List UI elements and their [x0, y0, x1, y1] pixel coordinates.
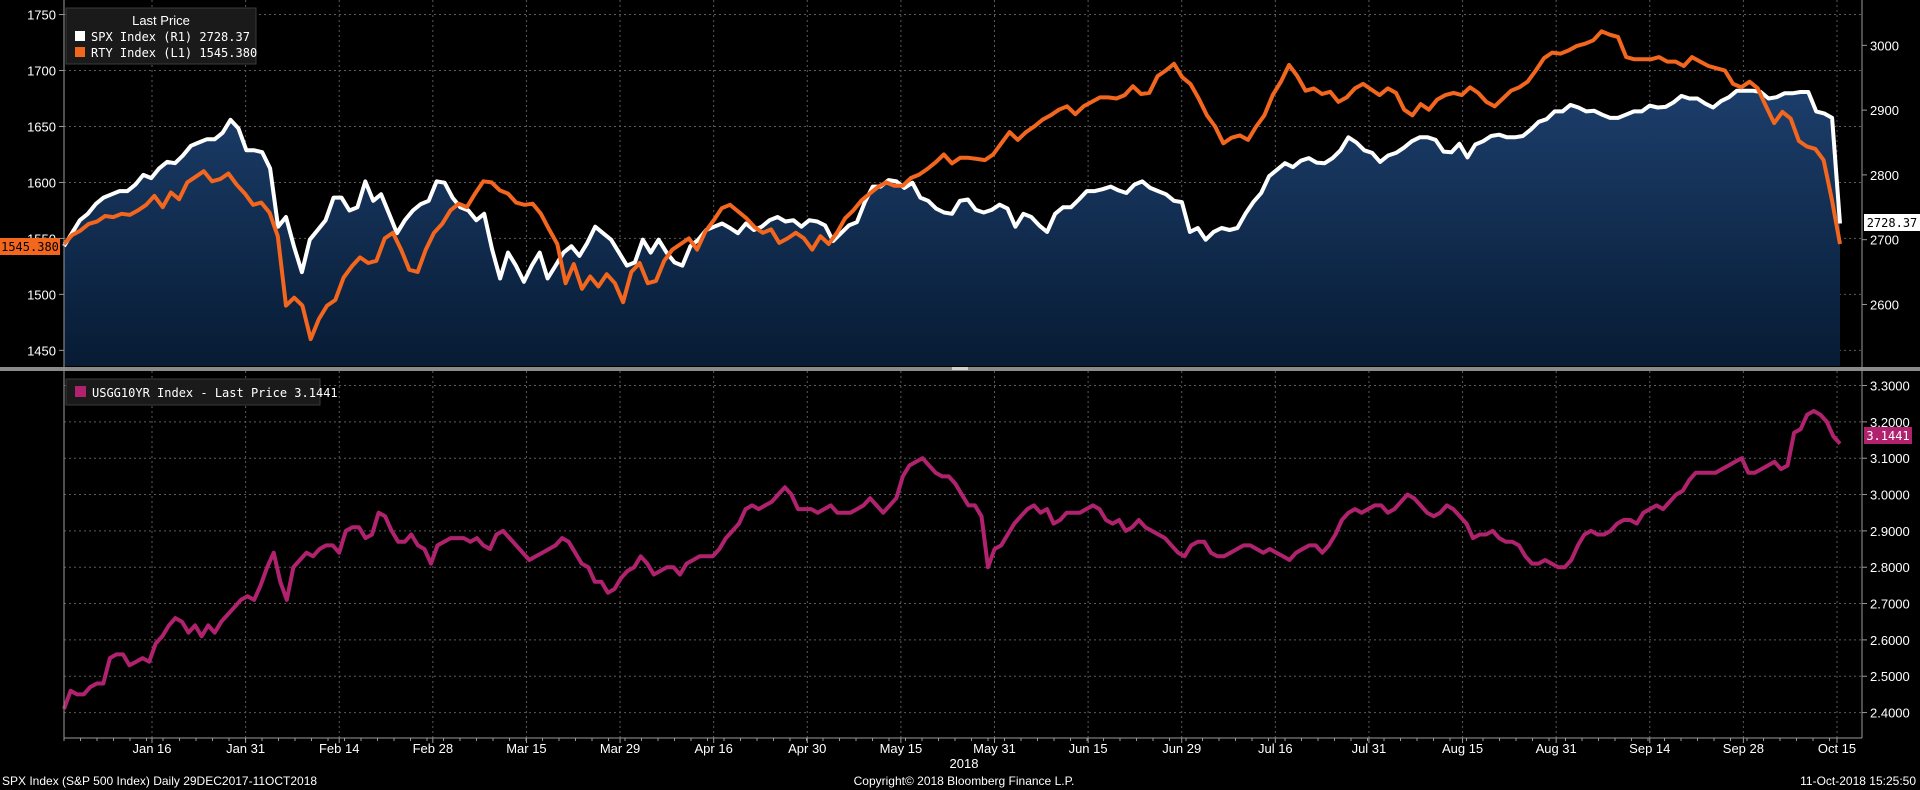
spx-last-badge-text: 2728.37	[1867, 216, 1918, 230]
right-tick-label: 3000	[1870, 38, 1899, 53]
x-tick-label: Jun 29	[1162, 741, 1201, 756]
left-tick-label: 1450	[27, 343, 56, 358]
right-tick-label: 3.1000	[1870, 451, 1910, 466]
right-tick-label: 2.9000	[1870, 524, 1910, 539]
x-tick-label: Jul 16	[1258, 741, 1293, 756]
right-tick-label: 2.5000	[1870, 669, 1910, 684]
right-tick-label: 2600	[1870, 297, 1899, 312]
usgg-legend-label: USGG10YR Index - Last Price 3.1441	[92, 386, 338, 400]
right-tick-label: 3.0000	[1870, 488, 1910, 503]
footer-security-description: SPX Index (S&P 500 Index) Daily 29DEC201…	[2, 774, 317, 788]
spx-last-badge-box	[1864, 214, 1920, 231]
usgg-series-line	[62, 409, 1842, 710]
right-tick-label: 2700	[1870, 233, 1899, 248]
usgg-last-badge: 3.1441	[1864, 427, 1912, 444]
left-tick-label: 1500	[27, 287, 56, 302]
spx-legend-label: SPX Index (R1) 2728.37	[91, 30, 250, 44]
x-tick-label: Mar 15	[506, 741, 546, 756]
rty-last-badge-box	[0, 238, 60, 255]
right-tick-label: 2.8000	[1870, 560, 1910, 575]
usgg-last-badge-text: 3.1441	[1866, 429, 1909, 443]
rty-series-line	[62, 29, 1842, 342]
right-tick-label: 2.4000	[1870, 706, 1910, 721]
left-axis-ticks: 1450150015501600165017001750	[27, 8, 64, 358]
right-axis-ticks-lower: 2.4000 2.5000 2.6000 2.7000 2.8000 2.9000 3.00…	[1862, 379, 1910, 721]
left-tick-label: 1600	[27, 175, 56, 190]
x-tick-label: Sep 14	[1629, 741, 1670, 756]
right-tick-label: 3.2000	[1870, 415, 1910, 430]
x-axis-ticks: Jan 16 Jan 31 Feb 14 Feb 28 Mar 15 Mar 29 Apr …	[63, 738, 1856, 756]
x-tick-label: May 15	[880, 741, 923, 756]
right-tick-label: 2.6000	[1870, 633, 1910, 648]
right-tick-label: 2800	[1870, 168, 1899, 183]
x-tick-label: Feb 28	[413, 741, 453, 756]
x-tick-label: Apr 16	[695, 741, 733, 756]
rty-legend-label: RTY Index (L1) 1545.380	[91, 46, 257, 60]
spx-series-line	[62, 88, 1842, 284]
rty-last-badge-text: 1545.380	[1, 240, 59, 254]
x-tick-label: Sep 28	[1723, 741, 1764, 756]
legend-title: Last Price	[132, 13, 190, 28]
upper-legend: Last Price SPX Index (R1) 2728.37 RTY In…	[65, 7, 257, 65]
x-tick-label: Mar 29	[600, 741, 640, 756]
lower-grid	[64, 371, 1862, 738]
spx-last-badge: 2728.37	[1864, 214, 1920, 231]
x-axis-year-label: 2018	[950, 756, 979, 771]
usgg-last-badge-box	[1864, 427, 1912, 444]
x-tick-label: Jan 16	[132, 741, 171, 756]
x-tick-label: Oct 15	[1818, 741, 1856, 756]
upper-price-panel: 1450150015501600165017001750 26002700280…	[0, 0, 1920, 368]
rty-legend-swatch	[75, 47, 85, 57]
x-tick-label: Aug 15	[1442, 741, 1483, 756]
x-tick-label: May 31	[973, 741, 1016, 756]
lower-legend: USGG10YR Index - Last Price 3.1441	[65, 378, 338, 406]
left-tick-label: 1750	[27, 8, 56, 23]
x-tick-label: Jul 31	[1352, 741, 1387, 756]
left-tick-label: 1700	[27, 64, 56, 79]
left-tick-label: 1650	[27, 119, 56, 134]
right-tick-label: 2900	[1870, 103, 1899, 118]
x-tick-label: Aug 31	[1536, 741, 1577, 756]
rty-last-badge: 1545.380	[0, 238, 60, 255]
x-tick-label: Feb 14	[319, 741, 359, 756]
spx-legend-swatch	[75, 31, 85, 41]
spx-area-fill	[64, 90, 1840, 366]
x-tick-label: Jun 15	[1069, 741, 1108, 756]
right-tick-label: 2.7000	[1870, 597, 1910, 612]
lower-yield-panel: 2.4000 2.5000 2.6000 2.7000 2.8000 2.9000 3.00…	[0, 371, 1920, 738]
x-tick-label: Apr 30	[788, 741, 826, 756]
footer-copyright: Copyright© 2018 Bloomberg Finance L.P.	[854, 774, 1075, 788]
usgg-legend-swatch	[75, 386, 86, 397]
right-tick-label: 3.3000	[1870, 379, 1910, 394]
upper-legend-box	[65, 7, 257, 65]
x-tick-label: Jan 31	[226, 741, 265, 756]
right-axis-ticks: 2600 2700 2800 2900 3000	[1862, 38, 1899, 312]
panel-resize-handle[interactable]	[952, 367, 968, 370]
lower-legend-box	[65, 378, 321, 406]
footer: SPX Index (S&P 500 Index) Daily 29DEC201…	[2, 774, 1916, 788]
lower-panel-background	[0, 371, 1920, 738]
footer-timestamp: 11-Oct-2018 15:25:50	[1800, 774, 1916, 788]
